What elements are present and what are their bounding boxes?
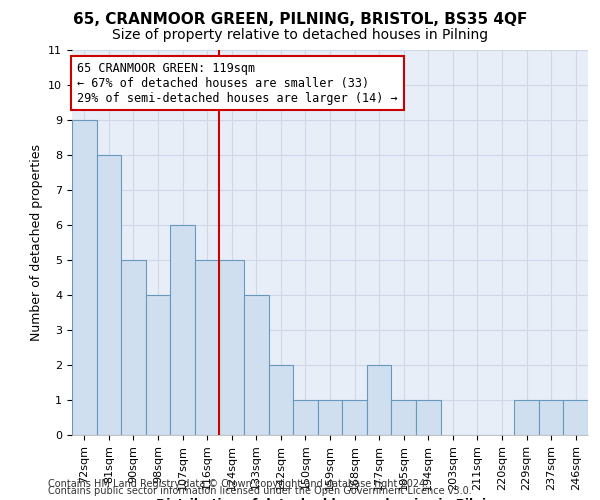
Text: Contains HM Land Registry data © Crown copyright and database right 2024.: Contains HM Land Registry data © Crown c… [48, 479, 428, 489]
Bar [146, 295, 170, 435]
Bar [244, 295, 269, 435]
X-axis label: Distribution of detached houses by size in Pilning: Distribution of detached houses by size … [156, 498, 504, 500]
Bar [293, 400, 318, 435]
Bar [269, 365, 293, 435]
Bar [318, 400, 342, 435]
Text: Contains public sector information licensed under the Open Government Licence v3: Contains public sector information licen… [48, 486, 472, 496]
Bar [97, 155, 121, 435]
Bar [367, 365, 391, 435]
Bar [121, 260, 146, 435]
Bar [539, 400, 563, 435]
Bar [416, 400, 440, 435]
Bar [170, 225, 195, 435]
Bar [72, 120, 97, 435]
Bar [514, 400, 539, 435]
Text: Size of property relative to detached houses in Pilning: Size of property relative to detached ho… [112, 28, 488, 42]
Bar [342, 400, 367, 435]
Text: 65 CRANMOOR GREEN: 119sqm
← 67% of detached houses are smaller (33)
29% of semi-: 65 CRANMOOR GREEN: 119sqm ← 67% of detac… [77, 62, 398, 104]
Bar [220, 260, 244, 435]
Y-axis label: Number of detached properties: Number of detached properties [30, 144, 43, 341]
Text: 65, CRANMOOR GREEN, PILNING, BRISTOL, BS35 4QF: 65, CRANMOOR GREEN, PILNING, BRISTOL, BS… [73, 12, 527, 28]
Bar [195, 260, 220, 435]
Bar [563, 400, 588, 435]
Bar [391, 400, 416, 435]
